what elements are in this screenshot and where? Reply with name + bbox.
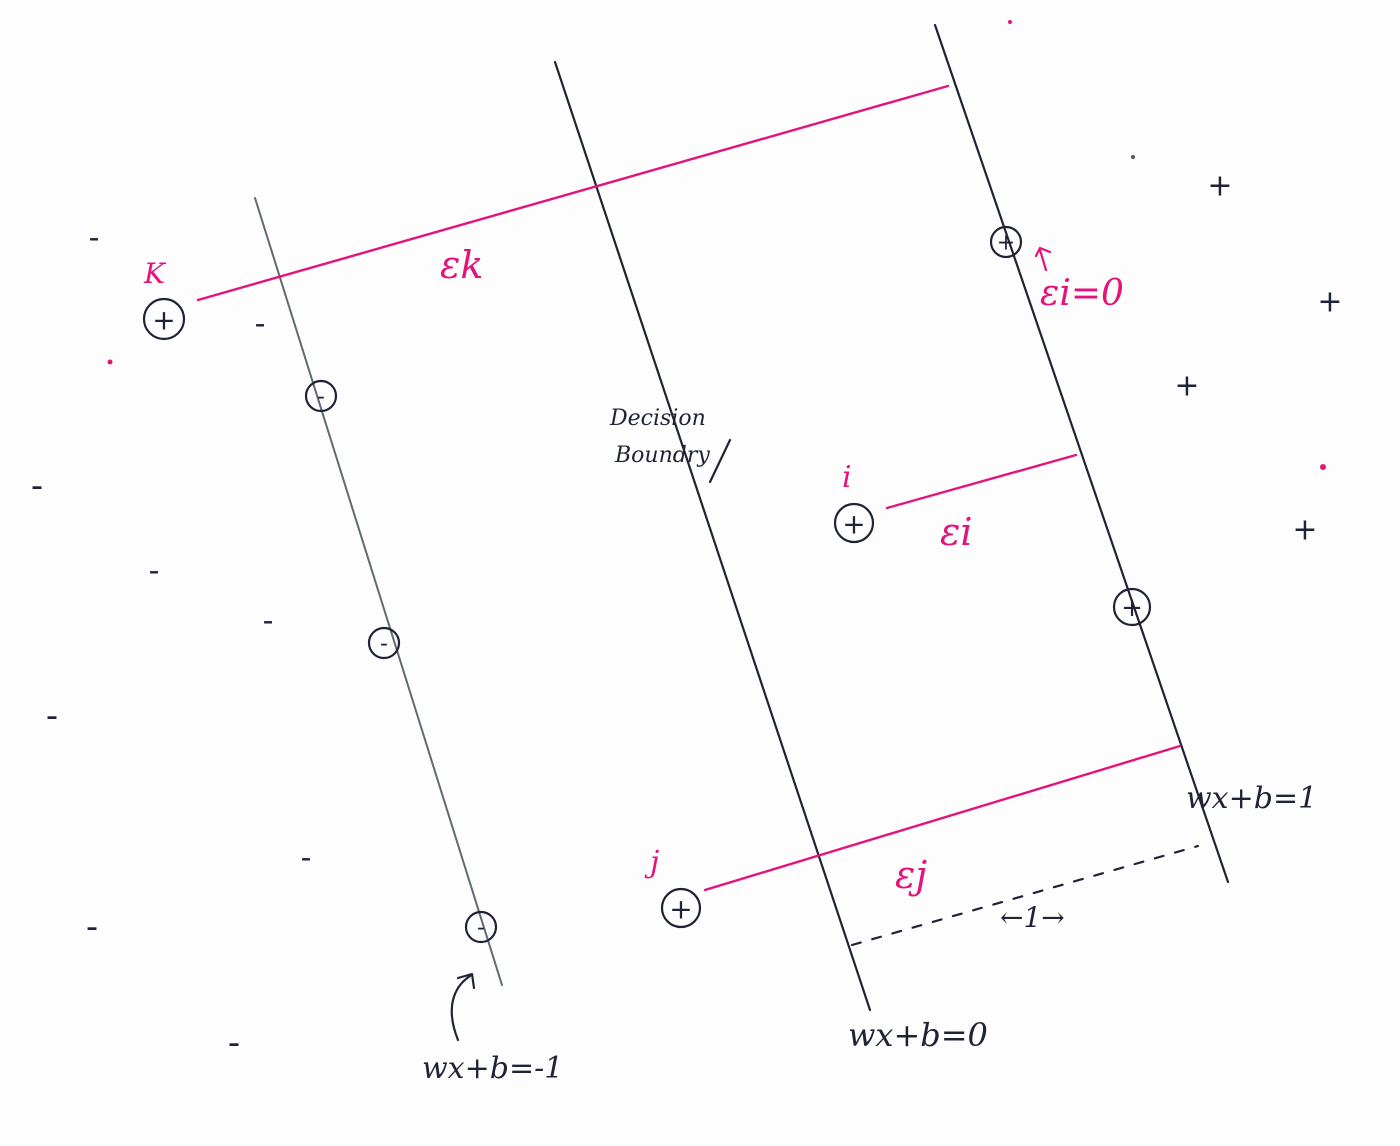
margin-width-label: ←1→	[1000, 901, 1065, 934]
point-j: +	[660, 887, 702, 929]
negative-sample: -	[149, 554, 160, 589]
slack-line-k	[196, 84, 950, 302]
slack-label-j: εj	[895, 853, 927, 897]
support-vector-positive-1: +	[989, 225, 1023, 259]
support-vector-negative-2: -	[367, 626, 401, 660]
decision-boundary-label-line1: Decision	[609, 406, 706, 431]
negative-margin-arrow	[450, 972, 476, 1042]
equation-negative-margin: wx+b=-1	[422, 1051, 563, 1086]
ink-dot	[1008, 20, 1012, 24]
slack-label-i: εi	[940, 510, 973, 554]
negative-sample: -	[263, 604, 274, 639]
support-vector-negative-1: -	[304, 379, 338, 413]
positive-margin-line	[933, 23, 1230, 884]
negative-sample: -	[89, 221, 100, 256]
positive-sample: +	[1292, 513, 1317, 548]
decision-boundary-pointer	[708, 438, 732, 484]
ink-dot	[1131, 155, 1135, 159]
support-vector-positive-2: +	[1112, 587, 1152, 627]
point-k: +	[142, 297, 186, 341]
svg-text:+: +	[842, 508, 865, 541]
point-k-label: K	[143, 257, 167, 290]
ink-dot	[107, 359, 113, 365]
svg-text:-: -	[317, 385, 325, 410]
svg-text:+: +	[152, 304, 175, 337]
positive-sample: +	[1207, 169, 1232, 204]
svg-text:+: +	[997, 231, 1015, 256]
negative-margin-line	[254, 197, 503, 986]
equation-positive-margin: wx+b=1	[1186, 781, 1317, 816]
decision-boundary-line	[553, 60, 872, 1012]
slack-label-k: εk	[440, 243, 483, 287]
positive-sample: +	[1174, 369, 1199, 404]
zero-slack-arrow	[1034, 246, 1052, 272]
negative-sample: -	[46, 696, 58, 736]
negative-sample: -	[31, 466, 43, 506]
point-i-label: i	[842, 460, 852, 495]
negative-sample: -	[228, 1023, 240, 1063]
negative-sample: -	[301, 841, 312, 876]
slack-line-i	[885, 453, 1078, 510]
point-j-label: j	[644, 845, 659, 880]
negative-sample: -	[86, 907, 98, 947]
ink-dot	[1320, 464, 1326, 470]
svg-text:+: +	[669, 893, 692, 926]
decision-boundary-label-line2: Boundry	[614, 443, 710, 468]
equation-decision-boundary: wx+b=0	[848, 1016, 988, 1054]
positive-sample: +	[1317, 285, 1342, 320]
support-vector-negative-3: -	[464, 910, 498, 944]
svg-text:-: -	[380, 632, 388, 657]
slack-line-j	[703, 744, 1182, 892]
slack-label-zero: εi=0	[1040, 273, 1124, 314]
margin-width-dashed-line	[850, 844, 1200, 947]
svg-text:-: -	[477, 916, 485, 941]
svg-text:+: +	[1121, 593, 1143, 623]
negative-sample: -	[255, 307, 266, 342]
point-i: +	[833, 502, 875, 544]
